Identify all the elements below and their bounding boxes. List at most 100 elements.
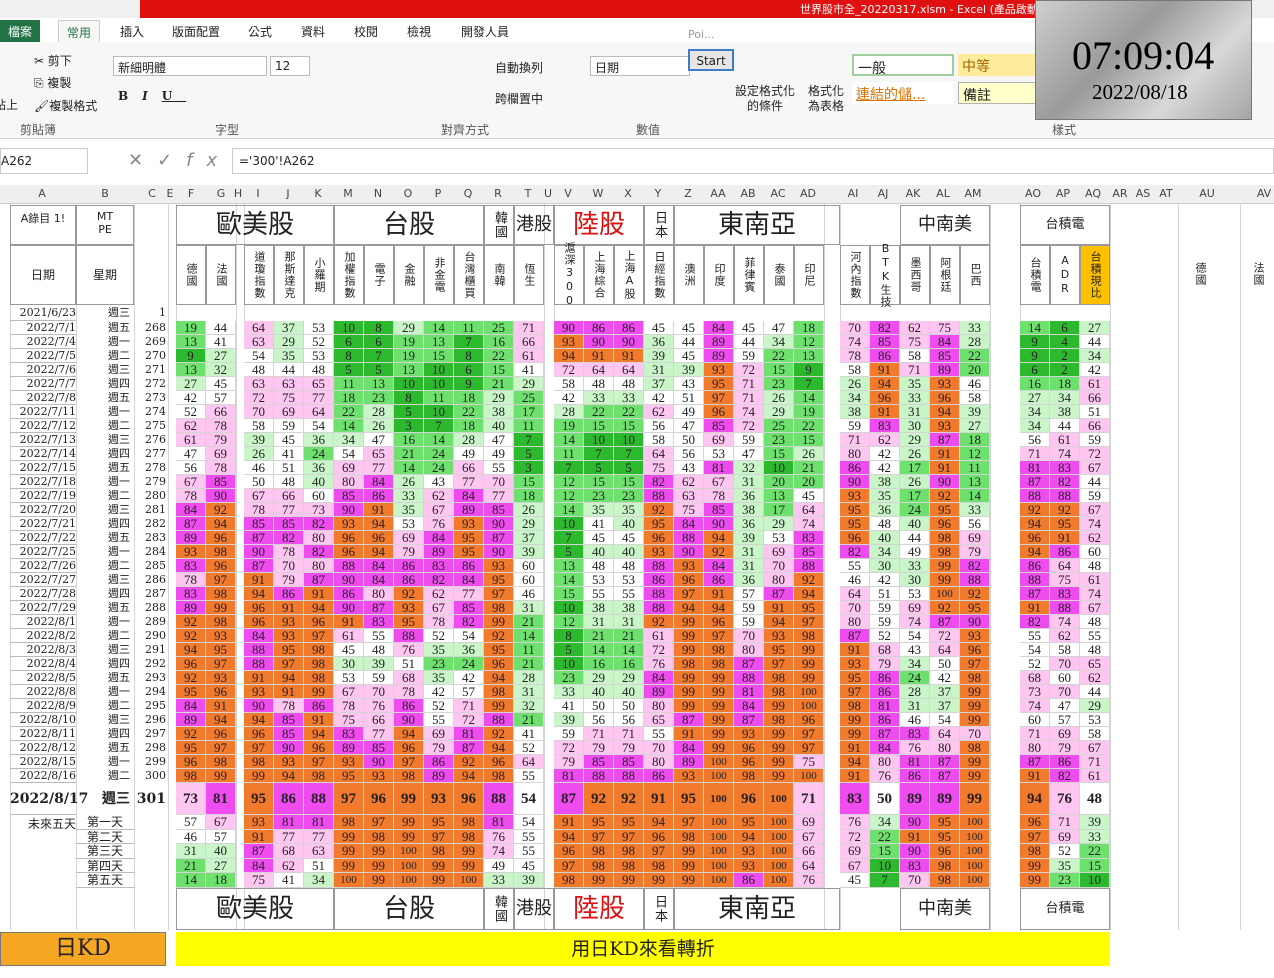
ribbon-tab[interactable]: 版面配置 — [172, 25, 221, 39]
kd-value-cell: 99 — [484, 615, 514, 629]
kd-value-cell: 99 — [364, 858, 394, 874]
column-name: 台積電 — [1020, 245, 1050, 305]
kd-value-cell: 93 — [734, 844, 764, 859]
kd-value-cell: 14 — [554, 433, 584, 447]
kd-value-cell: 99 — [960, 783, 990, 815]
kd-value-cell: 99 — [840, 727, 870, 741]
ribbon-tab[interactable]: 開發人員 — [461, 25, 510, 39]
kd-value-cell: 87 — [930, 433, 960, 447]
style-linked[interactable]: 連結的儲... — [852, 82, 954, 104]
kd-value-cell: 69 — [334, 461, 364, 475]
paste-button[interactable]: 貼上 — [0, 98, 19, 112]
ribbon-tab[interactable]: 檢視 — [407, 25, 432, 39]
kd-value-cell: 99 — [704, 699, 734, 713]
kd-value-cell: 75 — [674, 503, 704, 517]
kd-value-cell: 86 — [394, 559, 424, 573]
font-style-buttons[interactable]: BIU — [118, 89, 187, 103]
kd-value-cell: 52 — [514, 741, 544, 755]
kd-value-cell: 85 — [334, 489, 364, 503]
kd-value-cell: 96 — [930, 391, 960, 405]
kd-value-cell: 74 — [900, 615, 930, 629]
kd-value-cell: 96 — [206, 685, 236, 699]
start-button[interactable]: Start — [688, 49, 734, 71]
ribbon-tab[interactable]: 插入 — [120, 25, 145, 39]
kd-value-cell: 8 — [454, 349, 484, 363]
copy-button[interactable]: ⎘ 複製 — [34, 76, 72, 90]
kd-value-cell: 90 — [484, 545, 514, 559]
kd-value-cell: 84 — [364, 475, 394, 489]
cut-button[interactable]: ✂ 剪下 — [34, 54, 72, 68]
kd-value-cell: 89 — [704, 335, 734, 349]
ribbon-tab[interactable]: 常用 — [58, 20, 101, 42]
kd-value-cell: 96 — [644, 829, 674, 845]
kd-value-cell: 96 — [794, 713, 824, 727]
wrap-text-button[interactable]: 自動換列 — [495, 61, 544, 75]
kd-value-cell: 87 — [674, 713, 704, 727]
kd-value-cell: 61 — [1050, 433, 1080, 447]
kd-value-cell: 81 — [304, 815, 334, 830]
group-header: 日本 — [644, 888, 674, 930]
kd-value-cell: 96 — [484, 657, 514, 671]
kd-value-cell: 35 — [394, 503, 424, 517]
ribbon-tab[interactable]: 檔案 — [0, 20, 41, 42]
kd-value-cell: 71 — [840, 433, 870, 447]
format-painter[interactable]: 🖌複製格式 — [34, 99, 98, 113]
weekday-cell: 週五 — [108, 531, 130, 544]
kd-value-cell: 36 — [304, 433, 334, 447]
kd-value-cell: 69 — [704, 433, 734, 447]
kd-value-cell: 83 — [364, 615, 394, 629]
style-neutral[interactable]: 中等 — [958, 54, 1038, 76]
kd-value-cell: 69 — [900, 601, 930, 615]
kd-value-cell: 69 — [840, 844, 870, 859]
kd-value-cell: 40 — [900, 517, 930, 531]
kd-value-cell: 95 — [840, 671, 870, 685]
kd-value-cell: 26 — [900, 447, 930, 461]
kd-value-cell: 58 — [244, 419, 274, 433]
date-cell: 2022/7/20 — [10, 503, 76, 517]
kd-value-cell: 8 — [334, 349, 364, 363]
kd-value-cell: 65 — [1080, 657, 1110, 671]
font-name-box[interactable]: 新細明體 — [113, 56, 267, 76]
kd-value-cell: 99 — [960, 685, 990, 699]
kd-value-cell: 92 — [794, 573, 824, 587]
ribbon-tab[interactable]: 校閱 — [354, 25, 379, 39]
column-letter: A — [38, 187, 46, 200]
kd-value-cell: 94 — [484, 741, 514, 755]
kd-value-cell: 42 — [870, 461, 900, 475]
kd-value-cell: 22 — [484, 349, 514, 363]
kd-value-cell: 99 — [454, 858, 484, 874]
formula-input[interactable]: ='300'!A262 — [232, 148, 1274, 174]
kd-value-cell: 88 — [304, 783, 334, 815]
kd-value-cell: 57 — [206, 829, 236, 845]
kd-value-cell: 72 — [840, 829, 870, 845]
name-box[interactable]: A262 — [0, 148, 88, 174]
kd-value-cell: 94 — [1020, 783, 1050, 815]
kd-value-cell: 90 — [584, 335, 614, 349]
kd-value-cell: 31 — [900, 699, 930, 713]
kd-value-cell: 6 — [1020, 363, 1050, 377]
font-size-box[interactable]: 12 — [270, 56, 310, 76]
kd-value-cell: 74 — [794, 517, 824, 531]
kd-value-cell: 67 — [1080, 601, 1110, 615]
merge-center-button[interactable]: 跨欄置中 — [495, 92, 544, 106]
style-normal[interactable]: 一般 — [852, 54, 954, 77]
ribbon-tab[interactable]: 資料 — [301, 25, 326, 39]
kd-value-cell: 100 — [960, 829, 990, 845]
weekday-cell: 週五 — [108, 391, 130, 404]
conditional-format-button[interactable]: 設定格式化的條件 — [734, 84, 795, 113]
kd-value-cell: 97 — [554, 858, 584, 874]
style-note[interactable]: 備註 — [958, 82, 1038, 104]
kd-value-cell: 77 — [484, 489, 514, 503]
kd-value-cell: 99 — [960, 699, 990, 713]
ribbon-tab[interactable]: 公式 — [248, 25, 273, 39]
number-format-box[interactable]: 日期 — [590, 56, 690, 76]
format-table-button[interactable]: 格式化為表格 — [807, 84, 844, 113]
kd-value-cell: 100 — [960, 844, 990, 859]
kd-value-cell: 26 — [794, 447, 824, 461]
kd-value-cell: 46 — [900, 713, 930, 727]
kd-value-cell: 84 — [734, 699, 764, 713]
kd-value-cell: 72 — [554, 363, 584, 377]
kd-value-cell: 91 — [614, 349, 644, 363]
kd-value-cell: 95 — [930, 503, 960, 517]
